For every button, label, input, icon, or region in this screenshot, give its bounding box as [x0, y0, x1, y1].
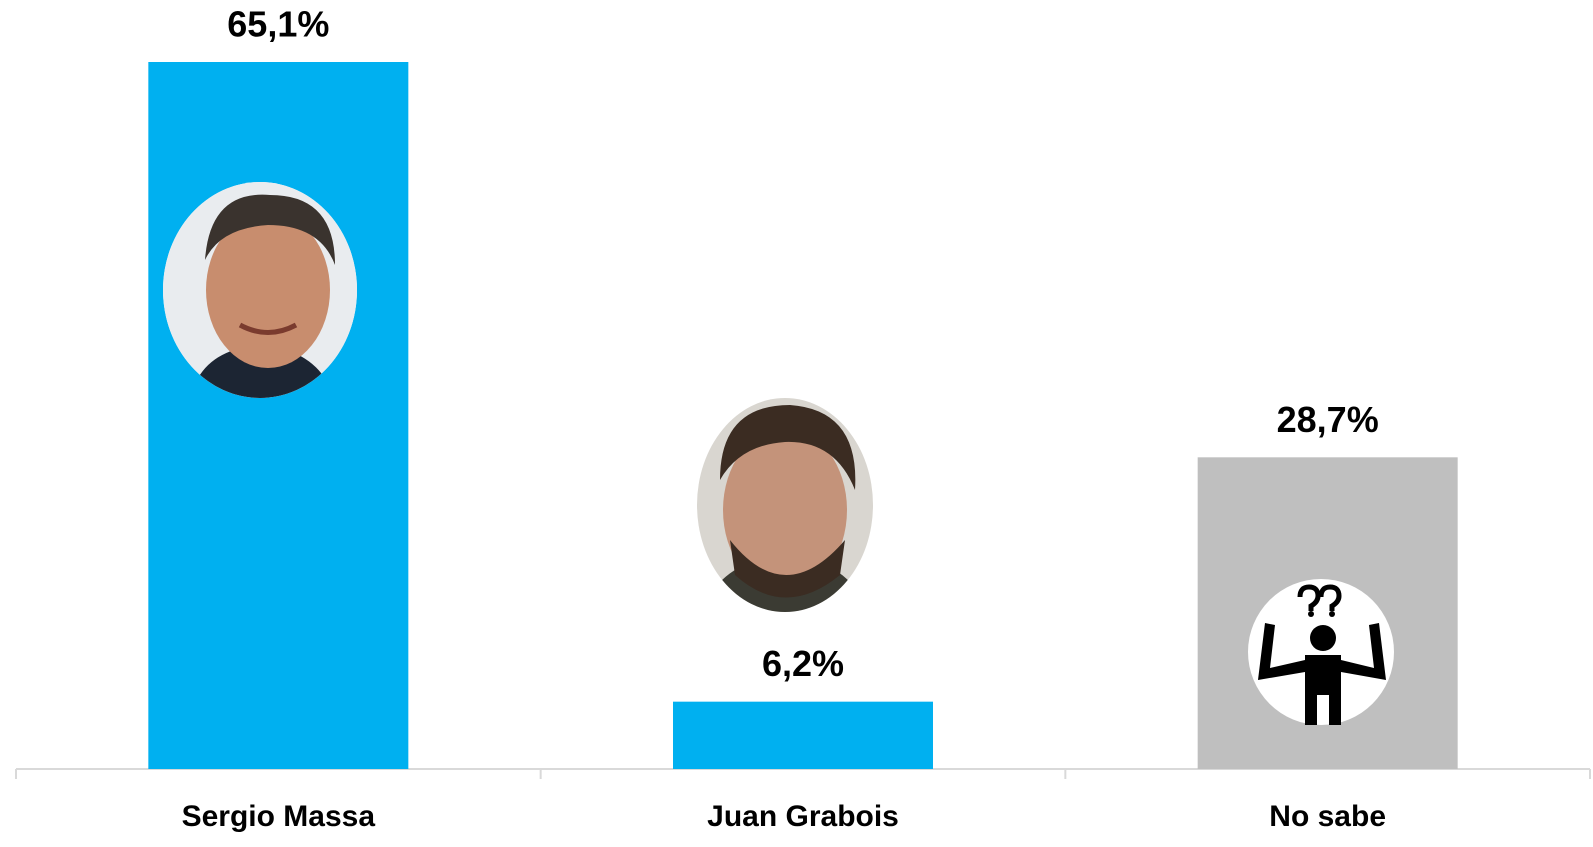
value-label: 28,7%	[1277, 399, 1379, 440]
x-tick-label: Sergio Massa	[182, 800, 376, 833]
bar	[673, 701, 933, 769]
x-tick-label: Juan Grabois	[707, 800, 899, 833]
icon-unknown	[1248, 579, 1394, 725]
x-tick-label: No sabe	[1269, 800, 1386, 833]
bar	[148, 62, 409, 769]
photo-grabois	[697, 398, 873, 612]
value-label: 65,1%	[227, 4, 329, 45]
photo-massa	[163, 182, 357, 398]
value-label: 6,2%	[762, 643, 844, 684]
